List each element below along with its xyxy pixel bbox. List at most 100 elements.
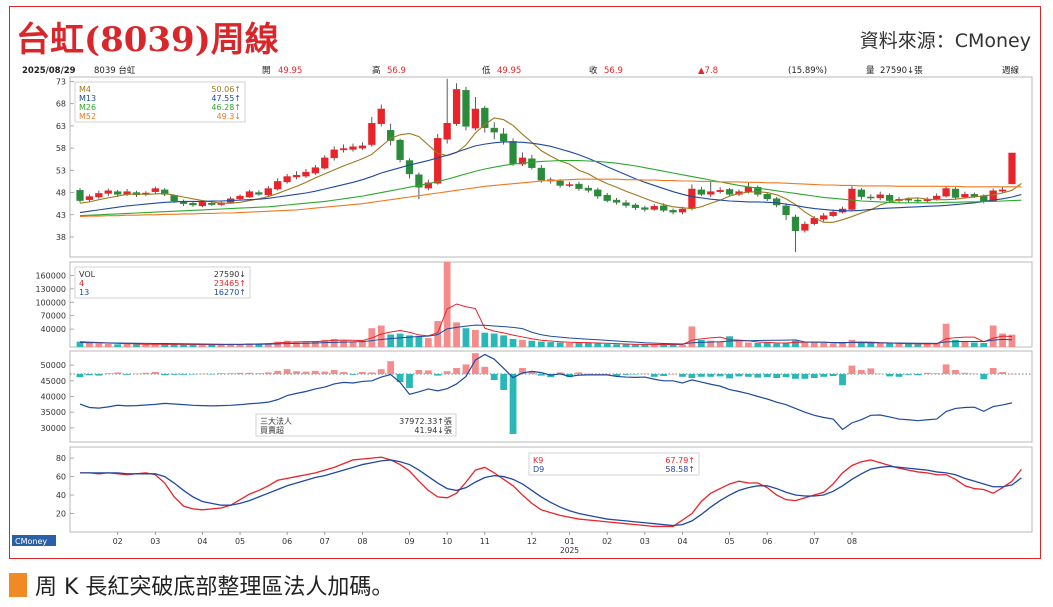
net-buy-bar-27 — [330, 370, 338, 374]
volume-bar-17 — [236, 344, 244, 347]
volume-bar-3 — [104, 343, 112, 347]
x-tick-label-4: 06 — [282, 537, 292, 546]
holdings-line — [79, 353, 1013, 431]
net-buy-bar-19 — [255, 373, 263, 374]
x-tick-label-11: 01 — [564, 537, 574, 546]
info-change-pct: (15.89%) — [788, 66, 827, 76]
candle-body-59 — [631, 204, 640, 208]
volume-bar-26 — [321, 339, 329, 347]
candle-body-72 — [754, 186, 762, 195]
candle-body-30 — [358, 145, 367, 149]
volume-bar-36 — [415, 336, 423, 347]
candle-body-18 — [245, 191, 254, 198]
price-legend-label-3: M52 — [79, 112, 96, 121]
candle-body-42 — [471, 108, 480, 129]
caption: 周 K 長紅突破底部整理區法人加碼。 — [9, 570, 393, 600]
info-date: 2025/08/29 — [22, 66, 76, 76]
volume-bar-82 — [848, 339, 856, 347]
volume-bar-85 — [876, 343, 884, 347]
volume-bar-41 — [462, 328, 470, 347]
candle-body-92 — [942, 188, 950, 197]
volume-bar-84 — [867, 342, 875, 347]
price-axis-tick-label-5: 63 — [56, 122, 66, 131]
candle-body-73 — [763, 194, 771, 200]
net-buy-bar-1 — [86, 374, 93, 376]
volume-bar-98 — [999, 333, 1006, 347]
volume-legend: VOL 27590↓ 4 23465↑ 13 16270↑ — [74, 266, 251, 299]
net-buy-bar-36 — [415, 370, 423, 374]
net-buy-bar-20 — [264, 372, 272, 374]
info-low-label: 低 — [482, 65, 491, 76]
info-volume-label: 量 — [866, 66, 875, 76]
volume-axis-tick-label-2: 100000 — [35, 298, 66, 307]
net-buy-bar-54 — [584, 373, 592, 375]
volume-bar-45 — [500, 335, 508, 347]
volume-bar-42 — [472, 330, 479, 347]
candle-body-80 — [829, 211, 837, 216]
candle-body-14 — [208, 202, 216, 205]
candle-body-48 — [528, 158, 536, 168]
volume-bar-1 — [86, 342, 93, 347]
candle-body-53 — [575, 183, 583, 189]
net-buy-bar-40 — [453, 368, 460, 374]
institutional-axis-tick-label-4: 50000 — [41, 361, 66, 370]
volume-bar-55 — [594, 343, 602, 347]
net-buy-bar-72 — [754, 374, 762, 378]
volume-bar-48 — [528, 340, 536, 347]
net-buy-bar-25 — [311, 370, 319, 374]
caption-text: 周 K 長紅突破底部整理區法人加碼。 — [35, 575, 394, 600]
price-axis-tick-label-7: 73 — [56, 77, 66, 86]
volume-legend-label-0: VOL — [79, 270, 96, 279]
x-tick-label-13: 03 — [640, 537, 650, 546]
candle-body-25 — [311, 167, 319, 174]
volume-bar-47 — [519, 339, 526, 347]
candle-body-71 — [744, 186, 753, 192]
price-axis-tick-label-3: 53 — [56, 166, 66, 175]
institutional-panel — [69, 350, 1033, 443]
volume-bar-79 — [820, 342, 828, 347]
net-buy-bar-47 — [519, 368, 526, 374]
candle-body-44 — [490, 127, 498, 133]
candle-body-17 — [236, 195, 244, 200]
net-buy-bar-17 — [236, 372, 244, 374]
volume-bar-8 — [151, 343, 159, 347]
x-tick-label-16: 06 — [762, 537, 772, 546]
net-buy-bar-51 — [556, 372, 564, 374]
volume-bar-19 — [255, 343, 263, 347]
net-buy-bar-63 — [669, 374, 677, 375]
candle-body-57 — [612, 199, 621, 203]
net-buy-bar-53 — [575, 372, 583, 374]
net-buy-bar-37 — [424, 370, 432, 374]
net-buy-bar-87 — [895, 374, 903, 377]
candle-body-86 — [885, 194, 894, 201]
x-tick-label-7: 09 — [404, 537, 414, 546]
net-buy-bar-34 — [396, 374, 404, 382]
volume-bar-6 — [133, 344, 140, 347]
candle-body-77 — [801, 223, 809, 231]
net-buy-bar-9 — [161, 374, 169, 376]
volume-bar-64 — [679, 344, 686, 347]
candle-body-96 — [980, 195, 988, 202]
price-legend: M4 50.06↑ M13 47.55↑ M26 46.28↑ M52 49.3↓ — [74, 81, 246, 123]
volume-bar-50 — [547, 342, 555, 347]
kd-axis-tick-label-3: 80 — [56, 454, 66, 463]
volume-bar-68 — [716, 341, 724, 347]
x-tick-label-14: 04 — [677, 537, 687, 546]
volume-bar-18 — [246, 343, 253, 347]
candle-body-41 — [462, 90, 470, 127]
volume-bar-61 — [650, 344, 658, 347]
candle-body-21 — [274, 181, 282, 190]
institutional-axis-tick-label-1: 35000 — [41, 408, 66, 417]
net-buy-bar-82 — [848, 365, 856, 374]
x-tick-label-5: 07 — [320, 537, 330, 546]
net-buy-bar-28 — [340, 372, 347, 374]
net-buy-bar-15 — [217, 373, 225, 374]
candle-body-12 — [189, 202, 197, 206]
net-buy-bar-7 — [142, 372, 150, 374]
candle-body-54 — [584, 187, 593, 191]
volume-bar-72 — [754, 342, 762, 347]
chart-panels: 38 43 48 53 58 63 68 73 M4 50.06↑ M13 47.55↑ M26 46.2… — [35, 76, 1033, 555]
volume-bar-80 — [829, 343, 837, 347]
volume-bar-89 — [914, 344, 922, 347]
